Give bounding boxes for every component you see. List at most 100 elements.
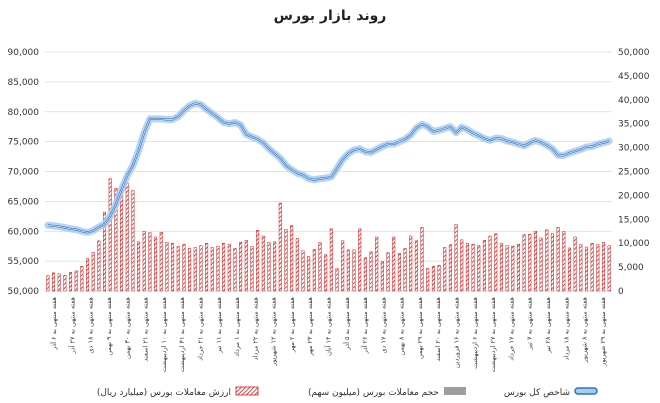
value-bar [494, 233, 498, 292]
value-bar [273, 241, 277, 292]
right-tick-label: 5,000 [618, 263, 644, 273]
value-bar [397, 252, 401, 292]
legend-label-index: شاخص کل بورس [504, 388, 570, 398]
value-bar [114, 187, 118, 292]
x-tick-label: هفته منتهی به ۲۷ اردیبهشت [489, 296, 497, 372]
legend-swatch-hatched [235, 386, 259, 396]
right-tick-label: 20,000 [618, 191, 650, 201]
x-tick-label: هفته منتهی به ۹ بهمن [105, 296, 113, 355]
x-tick-label: هفته منتهی به ۱۸ دی [87, 296, 95, 353]
value-bar [375, 236, 379, 292]
right-tick-label: 40,000 [618, 96, 650, 106]
x-tick-label: هفته منتهی به ۲۰ اسفند [434, 296, 442, 361]
value-bar [352, 249, 356, 292]
value-bar [205, 242, 209, 292]
value-bar [363, 257, 367, 292]
value-bar [562, 231, 566, 292]
x-tick-label: هفته منتهی به ۱۴ آبان [324, 296, 333, 355]
left-tick-label: 85,000 [8, 78, 40, 88]
x-tick-label: هفته منتهی به ۲۲ مرداد [251, 296, 259, 360]
value-bar [307, 256, 311, 292]
value-bar [335, 268, 339, 292]
value-bar [176, 246, 180, 292]
value-bar [590, 242, 594, 292]
value-bar [505, 245, 509, 292]
value-bar [216, 245, 220, 292]
value-bar [108, 178, 112, 292]
value-bar [477, 245, 481, 292]
value-bar [454, 224, 458, 292]
left-tick-label: 55,000 [8, 257, 40, 267]
x-tick-label: هفته منتهی به ۲۱ اسفند [142, 296, 150, 361]
value-bar [80, 265, 84, 292]
right-tick-label: 25,000 [618, 168, 650, 178]
value-bar [51, 272, 56, 292]
value-bar [188, 248, 192, 292]
bar-series [46, 178, 611, 292]
value-bar [193, 247, 197, 292]
value-bar [341, 240, 345, 292]
value-bar [607, 245, 611, 292]
value-bar [210, 247, 214, 292]
value-bar [573, 236, 577, 292]
x-tick-label: هفته منتهی به ۷ تیر [526, 296, 534, 350]
value-bar [91, 252, 95, 292]
right-tick-label: 50,000 [618, 48, 650, 58]
value-bar [539, 237, 543, 292]
value-bar [295, 238, 299, 292]
value-bar [261, 235, 265, 292]
value-bar [528, 233, 532, 292]
value-bar [137, 241, 141, 292]
value-bar [324, 254, 328, 292]
x-tick-label: هفته منتهی به ۶ اردیبهشت [471, 296, 479, 368]
right-tick-label: 45,000 [618, 72, 650, 82]
left-tick-label: 65,000 [8, 197, 40, 207]
left-tick-label: 90,000 [8, 48, 40, 58]
value-bar [403, 248, 407, 292]
value-bar [346, 249, 350, 292]
value-bar [74, 270, 78, 292]
x-tick-label: هفته منتهی به ۱۲ شهریور [270, 296, 278, 366]
right-tick-label: 10,000 [618, 239, 650, 249]
index-line-highlight [47, 103, 610, 233]
value-bar [579, 244, 583, 292]
value-bar [584, 246, 589, 292]
left-axis-ticks: 50,000 55,000 60,000 65,000 70,000 75,000 80,0… [8, 48, 40, 297]
value-bar [142, 231, 146, 292]
value-bar [120, 190, 124, 292]
x-tick-label: هفته منتهی به ۲۳ مهر [306, 296, 314, 356]
value-bar [250, 246, 254, 292]
value-bar [482, 240, 486, 292]
value-bar [86, 258, 90, 292]
x-tick-label: هفته منتهی به ۲۸ تیر [544, 296, 552, 353]
value-bar [239, 241, 243, 292]
value-bar [392, 236, 396, 292]
value-bar [601, 241, 606, 292]
x-tick-label: هفته منتهی به ۲۶ آذر [360, 296, 369, 354]
value-bar [545, 229, 549, 292]
value-bar [148, 232, 152, 292]
value-bar [511, 245, 515, 292]
x-tick-label: هفته منتهی به ۳۱ اردیبهشت [178, 296, 186, 372]
x-tick-label: هفته منتهی به ۲۱ خرداد [196, 296, 204, 360]
value-bar [97, 240, 101, 292]
right-tick-label: 0 [618, 287, 624, 297]
value-bar [244, 240, 248, 292]
value-bar [233, 248, 237, 292]
legend-swatch-grey [444, 387, 466, 395]
value-bar [550, 233, 554, 292]
legend-item-volume: حجم معاملات بورس (میلیون سهم) [308, 387, 466, 398]
value-bar [68, 272, 73, 292]
index-line-series [44, 99, 613, 236]
value-bar [380, 261, 384, 292]
value-bar [171, 242, 175, 292]
value-bar [533, 231, 537, 292]
value-bar [369, 251, 373, 292]
value-bar [443, 247, 447, 292]
value-bar [414, 240, 418, 292]
value-bar [596, 244, 600, 292]
value-bar [448, 244, 452, 292]
x-tick-label: هفته منتهی به ۲ مهر [288, 296, 296, 353]
value-bar [199, 245, 203, 292]
